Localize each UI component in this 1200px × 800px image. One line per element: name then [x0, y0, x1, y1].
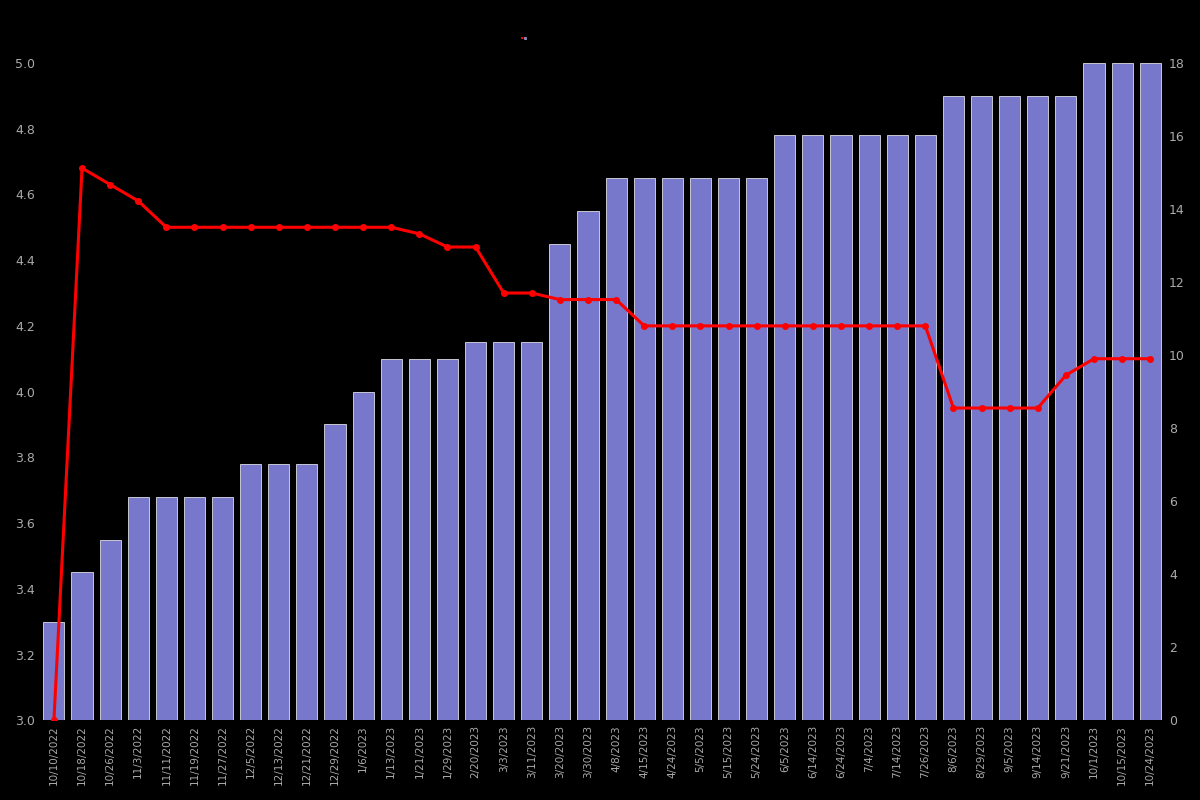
Bar: [1140, 63, 1160, 800]
Bar: [634, 178, 655, 800]
Bar: [269, 464, 289, 800]
Bar: [550, 244, 570, 800]
Bar: [380, 358, 402, 800]
Bar: [943, 96, 964, 800]
Bar: [774, 135, 796, 800]
Bar: [353, 392, 373, 800]
Bar: [437, 358, 458, 800]
Bar: [493, 342, 515, 800]
Bar: [1000, 96, 1020, 800]
Bar: [184, 497, 205, 800]
Bar: [1111, 63, 1133, 800]
Bar: [971, 96, 992, 800]
Bar: [858, 135, 880, 800]
Bar: [324, 425, 346, 800]
Bar: [887, 135, 907, 800]
Bar: [72, 572, 92, 800]
Bar: [661, 178, 683, 800]
Bar: [43, 622, 65, 800]
Legend: , : ,: [521, 38, 526, 39]
Bar: [1055, 96, 1076, 800]
Bar: [606, 178, 626, 800]
Bar: [830, 135, 852, 800]
Bar: [521, 342, 542, 800]
Bar: [914, 135, 936, 800]
Bar: [296, 464, 318, 800]
Bar: [212, 497, 233, 800]
Bar: [409, 358, 430, 800]
Bar: [718, 178, 739, 800]
Bar: [1084, 63, 1104, 800]
Bar: [577, 211, 599, 800]
Bar: [100, 539, 121, 800]
Bar: [1027, 96, 1049, 800]
Bar: [690, 178, 710, 800]
Bar: [127, 497, 149, 800]
Bar: [803, 135, 823, 800]
Bar: [746, 178, 767, 800]
Bar: [240, 464, 262, 800]
Bar: [156, 497, 176, 800]
Bar: [466, 342, 486, 800]
